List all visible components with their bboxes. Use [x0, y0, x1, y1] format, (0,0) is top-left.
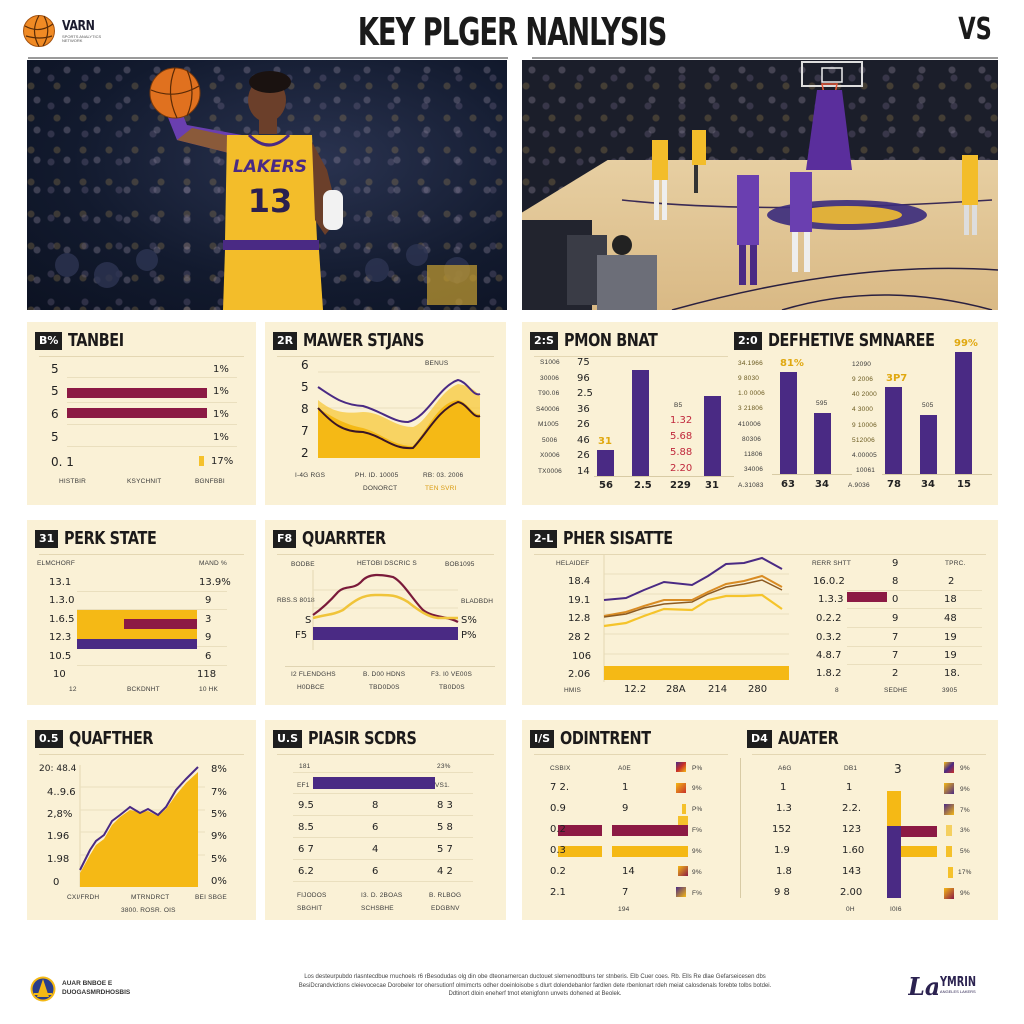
bar — [313, 777, 435, 789]
panel-badge: B% — [35, 331, 63, 350]
panel-title: DEFHETIVE SMNAREE — [767, 330, 935, 351]
team-swatch-icon — [946, 825, 952, 836]
player-illustration: LAKERS 13 — [55, 67, 477, 310]
basketball-icon — [23, 15, 55, 47]
panel-badge: F8 — [273, 529, 297, 548]
team-swatch-icon — [946, 846, 952, 857]
panel-title: MAWER STJANS — [303, 330, 425, 351]
panel-title: AUATER — [777, 728, 839, 749]
panel-pmon-bnat-defhetive: 2:S PMON BNAT 2:0 DEFHETIVE SMNAREE S1006 … — [522, 322, 998, 505]
jersey-team-text: LAKERS — [233, 157, 307, 177]
bar — [67, 408, 207, 418]
highlight-marker — [199, 456, 204, 466]
panel-badge: 2:S — [530, 331, 558, 350]
bar — [704, 396, 721, 476]
panel-title: QUAFTHER — [68, 728, 153, 749]
bar — [558, 846, 602, 857]
bar — [67, 388, 207, 398]
bar — [632, 370, 649, 476]
footer-logo-left[interactable]: AUAR BNBOE E DUOGASMRDHOSBIS — [30, 973, 130, 1005]
page-title: KEY PLGER NANLYSIS — [357, 10, 668, 54]
bar — [77, 639, 197, 649]
bar — [597, 450, 614, 476]
bar — [901, 826, 937, 837]
panel-badge: I/S — [530, 729, 555, 748]
panel-pher-sisatte: 2-L PHER SISATTE HELAIDEF 18.4 19.1 12.8 … — [522, 520, 998, 705]
team-swatch-icon — [944, 888, 954, 899]
footer-disclaimer: Los desteurpubdo rlasntecdbue rnuchoels … — [298, 974, 772, 998]
bar — [887, 826, 901, 898]
bar — [887, 791, 901, 826]
bar — [847, 592, 887, 602]
header: VARN SPORTS ANALYTICS NETWORK KEY PLGER … — [0, 0, 1024, 59]
panel-divider — [740, 758, 741, 898]
team-swatch-icon — [944, 762, 954, 773]
bar — [920, 415, 937, 474]
chart-legend: BENUS — [425, 360, 449, 367]
panel-badge: 31 — [35, 529, 59, 548]
panel-piasir-scdrs: U.S PIASIR SCDRS 181 23% EF1 VS1. 9.5 8 8… — [265, 720, 506, 920]
line-chart — [312, 570, 459, 650]
area-chart — [317, 371, 481, 458]
vs-label: VS — [958, 12, 992, 47]
court-illustration — [522, 61, 998, 310]
panel-title: PHER SISATTE — [563, 528, 673, 549]
court-photo — [522, 60, 998, 310]
panel-title: PMON BNAT — [563, 330, 658, 351]
panel-title: PIASIR SCDRS — [308, 728, 417, 749]
panel-badge: 2:0 — [734, 331, 762, 350]
panel-mawer-stjans: 2R MAWER STJANS BENUS 6 5 8 7 2 I-4G RGS … — [265, 322, 506, 505]
footer: AUAR BNBOE E DUOGASMRDHOSBIS Los desteur… — [0, 968, 1024, 1018]
bar — [955, 352, 972, 474]
panel-tanbei: B% TANBEI 5 5 6 5 0. 1 1% 1% 1% 1% 17% HI… — [27, 322, 256, 505]
bridge-team-logo-icon — [30, 976, 56, 1002]
line-chart — [603, 554, 789, 682]
team-swatch-icon — [944, 804, 954, 815]
panel-badge: U.S — [273, 729, 303, 748]
panel-odintrent-auater: I/S ODINTRENT D4 AUATER CSBIX A0E P% 7 2. … — [522, 720, 998, 920]
player-figures — [652, 130, 978, 285]
header-divider-left — [28, 57, 508, 59]
bar — [124, 619, 197, 629]
team-swatch-icon — [944, 783, 954, 794]
panel-perk-state: 31 PERK STATE ELMCHORF MAND % 13.1 1.3.0 … — [27, 520, 256, 705]
team-swatch-icon — [676, 762, 686, 772]
brand-subtitle: SPORTS ANALYTICS NETWORK — [62, 33, 102, 43]
lakers-logo-icon: La — [908, 972, 938, 999]
panel-title: ODINTRENT — [560, 728, 651, 749]
panel-title: TANBEI — [68, 330, 125, 351]
team-swatch-icon — [948, 867, 953, 878]
footer-logo-right[interactable]: La YMRIN ANGELES LAKERS — [907, 972, 976, 999]
team-swatch-icon — [676, 783, 686, 793]
brand-name: VARN — [62, 18, 95, 34]
brand-logo[interactable]: VARN SPORTS ANALYTICS NETWORK — [22, 14, 106, 48]
panel-quarrter: F8 QUARRTER BODBE HETOBI DSCRIC S BOB1095… — [265, 520, 506, 705]
bar — [885, 387, 902, 474]
panel-badge: 2R — [273, 331, 298, 350]
header-divider-right — [532, 57, 998, 59]
team-swatch-icon — [678, 866, 688, 876]
panel-badge: 2-L — [530, 529, 558, 548]
bar — [612, 846, 688, 857]
panel-badge: D4 — [747, 729, 772, 748]
bar — [780, 372, 797, 474]
svg-text:La: La — [908, 972, 938, 999]
panel-quafther: 0.5 QUAFTHER 20: 48.4 4..9.6 2,8% 1.96 1.… — [27, 720, 256, 920]
area-chart — [79, 765, 205, 887]
team-swatch-icon — [682, 804, 686, 814]
bar — [612, 825, 688, 836]
panel-title: QUARRTER — [302, 528, 386, 549]
jersey-number: 13 — [248, 182, 293, 220]
team-swatch-icon — [676, 887, 686, 897]
panel-title: PERK STATE — [64, 528, 157, 549]
panel-badge: 0.5 — [35, 729, 63, 748]
player-photo: LAKERS 13 — [27, 60, 507, 310]
bar — [814, 413, 831, 474]
bar — [901, 846, 937, 857]
bar — [558, 825, 602, 836]
